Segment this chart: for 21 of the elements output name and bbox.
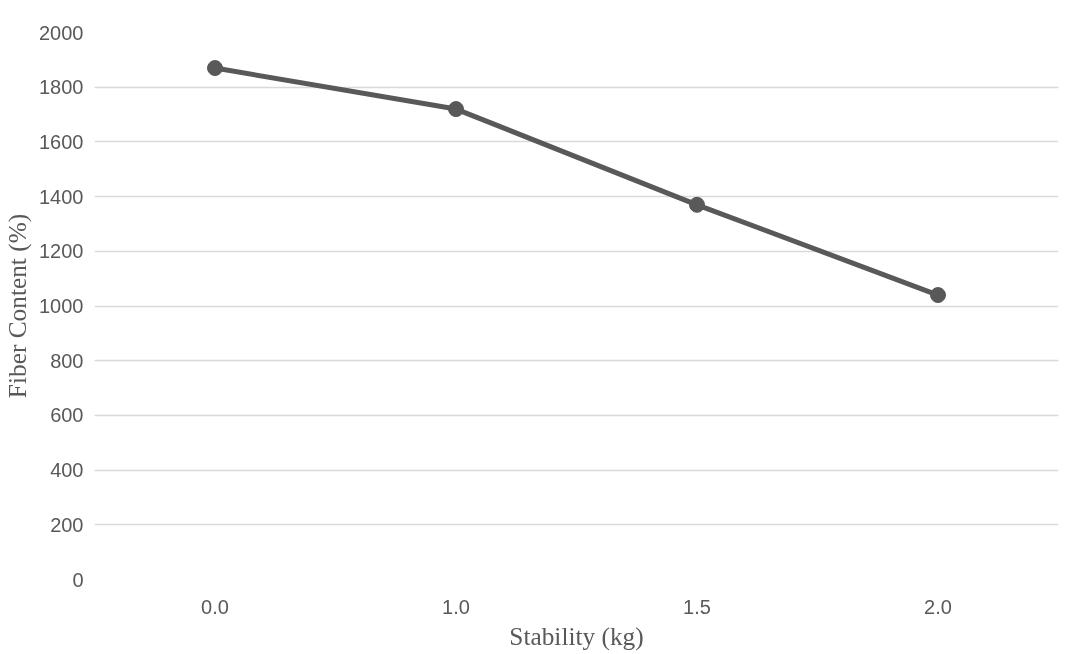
x-tick-label: 0.0: [201, 595, 229, 618]
y-tick-label: 2000: [39, 21, 84, 44]
y-tick-label: 1400: [39, 185, 84, 208]
y-axis-title: Fiber Content (%): [3, 213, 33, 399]
point: [689, 196, 705, 213]
y-tick-label: 600: [50, 404, 84, 427]
y-tick-label: 0: [72, 568, 84, 591]
y-tick-label: 1200: [39, 240, 84, 263]
x-tick-label: 2.0: [924, 595, 952, 618]
x-tick-label: 1.0: [442, 595, 470, 618]
y-tick-label: 1000: [39, 295, 84, 317]
point: [207, 60, 223, 77]
y-tick-label: 1600: [39, 130, 84, 153]
point: [448, 101, 464, 118]
point: [930, 287, 946, 304]
y-tick-label: 800: [50, 349, 84, 372]
y-tick-label: 200: [50, 513, 84, 536]
y-tick-label: 400: [50, 459, 84, 482]
y-tick-label: 1800: [39, 76, 84, 99]
x-tick-label: 1.5: [683, 595, 711, 618]
x-axis-title: Stability (kg): [509, 621, 644, 651]
